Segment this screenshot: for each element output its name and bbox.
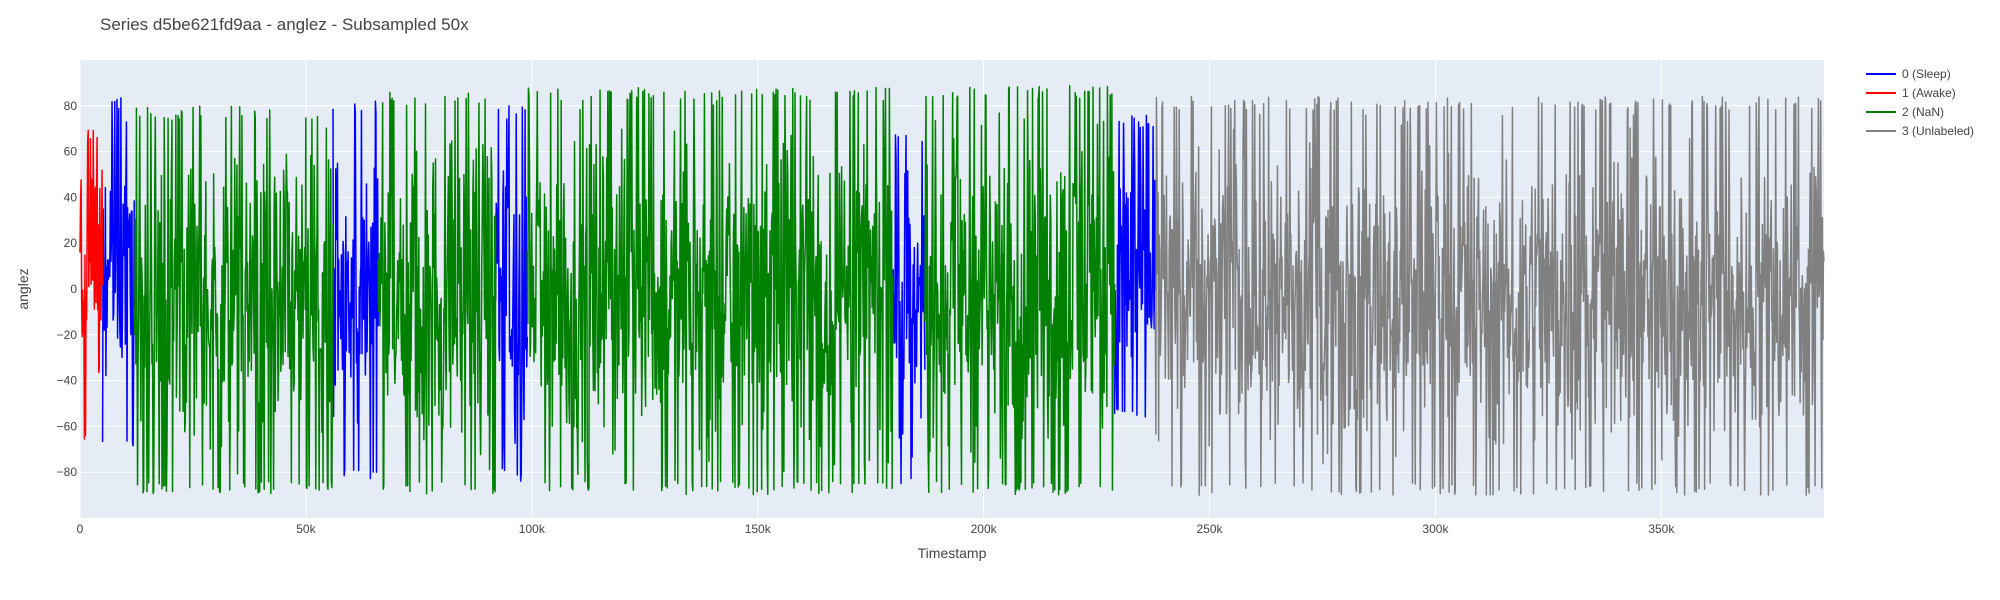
y-tick-label: 80 xyxy=(64,99,78,113)
series-line xyxy=(332,100,379,480)
legend-item[interactable]: 3 (Unlabeled) xyxy=(1866,124,1974,138)
series-line xyxy=(1154,95,1825,496)
y-tick-label: 60 xyxy=(64,145,78,159)
legend-label: 2 (NaN) xyxy=(1902,105,1944,119)
y-tick-label: −60 xyxy=(57,419,78,433)
series-line xyxy=(133,105,334,495)
y-tick-labels: −80 −60 −40 −20 0 20 40 60 80 xyxy=(57,99,78,479)
y-tick-label: −80 xyxy=(57,465,78,479)
y-tick-label: 40 xyxy=(64,190,78,204)
y-axis-label: anglez xyxy=(15,268,31,309)
series-line xyxy=(377,91,497,495)
y-tick-label: −20 xyxy=(57,328,78,342)
legend-label: 0 (Sleep) xyxy=(1902,67,1951,81)
y-tick-label: 0 xyxy=(70,282,77,296)
y-tick-label: 20 xyxy=(64,236,78,250)
legend-item[interactable]: 0 (Sleep) xyxy=(1866,67,1951,81)
series-line xyxy=(101,97,135,447)
x-tick-label: 150k xyxy=(745,522,772,536)
x-tick-label: 50k xyxy=(296,522,316,536)
series-group xyxy=(79,84,1825,496)
legend[interactable]: 0 (Sleep) 1 (Awake) 2 (NaN) 3 (Unlabeled) xyxy=(1866,67,1974,138)
legend-item[interactable]: 1 (Awake) xyxy=(1866,86,1956,100)
x-tick-label: 0 xyxy=(77,522,84,536)
series-line xyxy=(494,105,529,482)
legend-label: 1 (Awake) xyxy=(1902,86,1956,100)
chart-title: Series d5be621fd9aa - anglez - Subsample… xyxy=(100,15,469,34)
series-line xyxy=(924,84,1116,496)
x-tick-label: 350k xyxy=(1648,522,1675,536)
legend-item[interactable]: 2 (NaN) xyxy=(1866,105,1944,119)
series-line xyxy=(526,86,895,496)
series-line xyxy=(892,134,926,485)
legend-label: 3 (Unlabeled) xyxy=(1902,124,1974,138)
x-tick-label: 200k xyxy=(971,522,998,536)
y-tick-label: −40 xyxy=(57,374,78,388)
x-tick-label: 300k xyxy=(1422,522,1449,536)
series-line xyxy=(1113,114,1157,418)
x-tick-label: 100k xyxy=(519,522,546,536)
x-tick-labels: 0 50k 100k 150k 200k 250k 300k 350k xyxy=(77,522,1676,536)
x-axis-label: Timestamp xyxy=(918,545,987,561)
series-line xyxy=(79,129,104,440)
x-tick-label: 250k xyxy=(1197,522,1224,536)
